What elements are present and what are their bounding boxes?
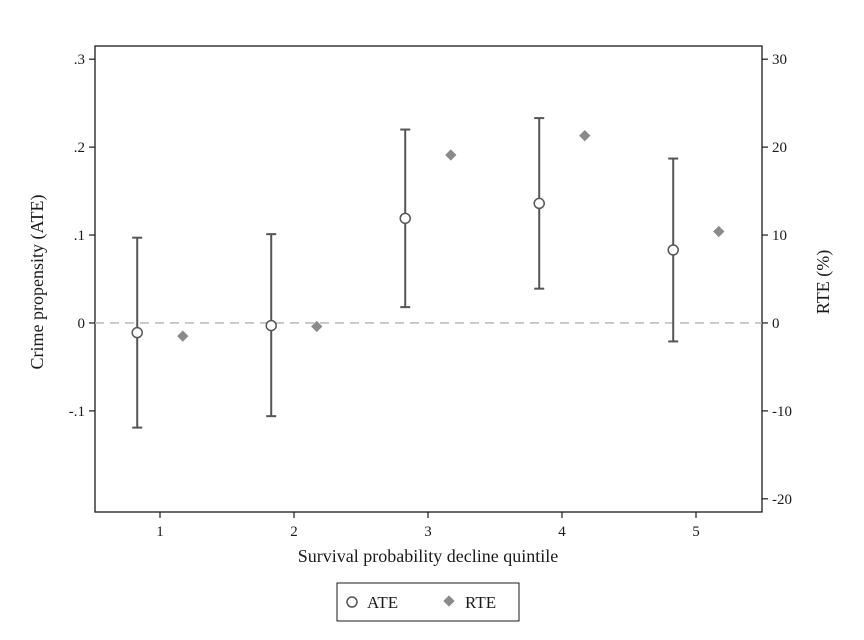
legend-ate-label: ATE [367, 593, 398, 612]
y-left-tick-label: -.1 [69, 404, 85, 420]
legend-rte-label: RTE [465, 593, 496, 612]
legend-rte-marker [443, 595, 455, 607]
ate-point [399, 212, 411, 225]
y-right-tick-label: -10 [772, 404, 792, 420]
y-left-tick-label: 0 [78, 316, 86, 332]
legend: ATE RTE [336, 582, 520, 622]
legend-box [336, 582, 520, 622]
ate-point [533, 197, 545, 210]
x-axis-title: Survival probability decline quintile [298, 546, 558, 566]
ate-point [131, 326, 143, 339]
chart-marks [131, 117, 725, 429]
y-left-tick-label: .3 [74, 52, 85, 68]
x-tick-label: 5 [692, 524, 700, 540]
legend-ate-marker [346, 596, 358, 608]
plot-frame [94, 45, 763, 513]
y-right-tick-label: 0 [772, 316, 780, 332]
y-right-tick-label: 30 [772, 52, 787, 68]
x-tick-label: 3 [424, 524, 432, 540]
y-axis-right-title: RTE (%) [813, 250, 834, 314]
axes: -.1 0 .1 .2 .3 -20 -10 0 10 20 30 1 2 3 4 5 [69, 52, 792, 540]
x-tick-label: 1 [156, 524, 164, 540]
y-right-tick-label: 10 [772, 228, 787, 244]
rte-point [445, 149, 457, 161]
y-right-tick-label: -20 [772, 492, 792, 508]
rte-point [311, 320, 323, 333]
x-tick-label: 4 [558, 524, 566, 540]
ate-point [265, 319, 277, 332]
y-left-tick-label: .2 [74, 140, 85, 156]
ate-point [667, 244, 679, 256]
y-left-tick-label: .1 [74, 228, 85, 244]
plot-area [94, 45, 763, 513]
rte-point [177, 330, 189, 342]
rte-point [579, 130, 591, 142]
x-tick-label: 2 [290, 524, 298, 540]
y-axis-left-title: Crime propensity (ATE) [27, 195, 48, 370]
y-right-tick-label: 20 [772, 140, 787, 156]
rte-point [713, 225, 725, 238]
